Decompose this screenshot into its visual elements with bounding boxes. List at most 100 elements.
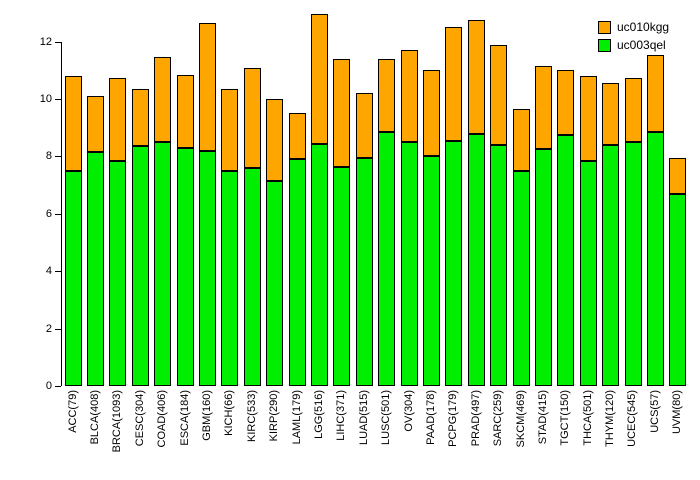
x-tick-label: PAAD(178) bbox=[424, 390, 437, 445]
bar-segment-uc010kgg bbox=[221, 89, 239, 171]
bar-segment-uc010kgg bbox=[557, 70, 575, 135]
y-tick bbox=[55, 328, 61, 330]
bar-segment-uc010kgg bbox=[378, 58, 396, 133]
y-tick bbox=[55, 271, 61, 273]
x-tick-label: UVM(80) bbox=[671, 390, 684, 435]
x-tick-label: CESC(304) bbox=[133, 390, 146, 447]
bar-segment-uc003qel bbox=[176, 147, 194, 386]
x-tick-label: UCEC(545) bbox=[626, 390, 639, 447]
bar-segment-uc010kgg bbox=[87, 96, 105, 153]
bar-segment-uc010kgg bbox=[333, 58, 351, 167]
x-tick-label: LGG(516) bbox=[312, 390, 325, 439]
y-tick-label: 10 bbox=[39, 93, 52, 106]
bar-segment-uc003qel bbox=[646, 132, 664, 386]
x-tick-label: ESCA(184) bbox=[178, 390, 191, 446]
y-tick-label: 8 bbox=[45, 150, 52, 163]
bar-segment-uc003qel bbox=[602, 145, 620, 386]
bar-segment-uc003qel bbox=[445, 140, 463, 386]
x-tick-label: GBM(160) bbox=[201, 390, 214, 441]
x-tick-label: PRAD(497) bbox=[469, 390, 482, 447]
bar-segment-uc003qel bbox=[288, 159, 306, 386]
bar-segment-uc003qel bbox=[109, 160, 127, 386]
bar-segment-uc003qel bbox=[87, 152, 105, 386]
bar-segment-uc003qel bbox=[400, 142, 418, 386]
y-tick bbox=[55, 213, 61, 215]
y-tick-label: 2 bbox=[45, 322, 52, 335]
x-tick-label: LUSC(501) bbox=[380, 390, 393, 446]
bar-segment-uc010kgg bbox=[109, 77, 127, 161]
x-tick-label: PCPG(179) bbox=[447, 390, 460, 447]
x-tick-label: LIHC(371) bbox=[335, 390, 348, 441]
bar-segment-uc010kgg bbox=[154, 57, 172, 143]
bar-segment-uc010kgg bbox=[467, 20, 485, 134]
bar-segment-uc003qel bbox=[669, 193, 687, 386]
bar-segment-uc003qel bbox=[378, 132, 396, 386]
bar-segment-uc010kgg bbox=[602, 83, 620, 145]
bar-segment-uc010kgg bbox=[445, 27, 463, 141]
legend-label: uc003qel bbox=[617, 38, 666, 52]
x-tick-label: OV(304) bbox=[402, 390, 415, 432]
bar-segment-uc010kgg bbox=[266, 99, 284, 181]
y-tick bbox=[55, 41, 61, 43]
y-tick-label: 6 bbox=[45, 207, 52, 220]
bar-segment-uc010kgg bbox=[243, 67, 261, 168]
bar-segment-uc003qel bbox=[311, 143, 329, 386]
y-tick bbox=[55, 156, 61, 158]
x-tick-label: UCS(57) bbox=[648, 390, 661, 433]
x-tick-label: KIRC(533) bbox=[245, 390, 258, 442]
bar-segment-uc003qel bbox=[221, 170, 239, 386]
bar-segment-uc003qel bbox=[355, 157, 373, 386]
x-tick-label: SKCM(469) bbox=[514, 390, 527, 448]
bar-segment-uc010kgg bbox=[490, 44, 508, 145]
bar-segment-uc010kgg bbox=[646, 54, 664, 133]
bar-segment-uc003qel bbox=[490, 145, 508, 386]
chart-legend: uc010kgg uc003qel bbox=[598, 18, 669, 54]
x-tick-label: KICH(66) bbox=[223, 390, 236, 436]
bar-segment-uc010kgg bbox=[512, 109, 530, 171]
x-tick-label: LUAD(515) bbox=[357, 390, 370, 446]
bar-segment-uc010kgg bbox=[534, 66, 552, 150]
bar-segment-uc003qel bbox=[422, 156, 440, 386]
x-tick-label: THYM(120) bbox=[604, 390, 617, 447]
legend-label: uc010kgg bbox=[617, 20, 670, 34]
bar-segment-uc010kgg bbox=[176, 74, 194, 148]
x-tick-label: BRCA(1093) bbox=[111, 390, 124, 453]
bar-segment-uc003qel bbox=[512, 170, 530, 386]
y-tick-label: 4 bbox=[45, 265, 52, 278]
bar-segment-uc010kgg bbox=[311, 14, 329, 144]
plot-area bbox=[62, 13, 689, 386]
bar-segment-uc003qel bbox=[534, 149, 552, 386]
legend-item-uc003qel: uc003qel bbox=[598, 36, 669, 54]
bar-segment-uc010kgg bbox=[64, 76, 82, 171]
y-tick bbox=[55, 386, 61, 387]
bar-segment-uc003qel bbox=[266, 180, 284, 386]
bar-segment-uc010kgg bbox=[624, 77, 642, 143]
bar-segment-uc003qel bbox=[154, 142, 172, 386]
x-tick-label: SARC(259) bbox=[492, 390, 505, 447]
bar-segment-uc010kgg bbox=[199, 23, 217, 151]
bar-segment-uc010kgg bbox=[131, 89, 149, 147]
bar-segment-uc010kgg bbox=[579, 76, 597, 161]
bar-segment-uc003qel bbox=[333, 166, 351, 386]
bar-segment-uc003qel bbox=[467, 133, 485, 386]
bar-segment-uc010kgg bbox=[288, 113, 306, 160]
x-tick-label: KIRP(290) bbox=[268, 390, 281, 442]
bar-segment-uc010kgg bbox=[669, 157, 687, 194]
x-tick-label: LAML(179) bbox=[290, 390, 303, 445]
bar-segment-uc003qel bbox=[64, 170, 82, 386]
x-axis-labels: ACC(79) BLCA(408) BRCA(1093) CESC(304) COAD(… bbox=[62, 390, 689, 478]
y-tick-label: 0 bbox=[45, 380, 52, 392]
bar-segment-uc003qel bbox=[557, 134, 575, 386]
x-tick-label: THCA(501) bbox=[581, 390, 594, 446]
bar-segment-uc010kgg bbox=[355, 93, 373, 158]
y-axis-line bbox=[61, 41, 62, 386]
x-tick-label: BLCA(408) bbox=[89, 390, 102, 445]
legend-item-uc010kgg: uc010kgg bbox=[598, 18, 669, 36]
bar-segment-uc003qel bbox=[579, 160, 597, 386]
bar-segment-uc010kgg bbox=[422, 70, 440, 157]
x-tick-label: ACC(79) bbox=[66, 390, 79, 433]
x-tick-label: TGCT(150) bbox=[559, 390, 572, 446]
legend-swatch-green bbox=[598, 38, 611, 52]
x-tick-label: COAD(406) bbox=[156, 390, 169, 448]
